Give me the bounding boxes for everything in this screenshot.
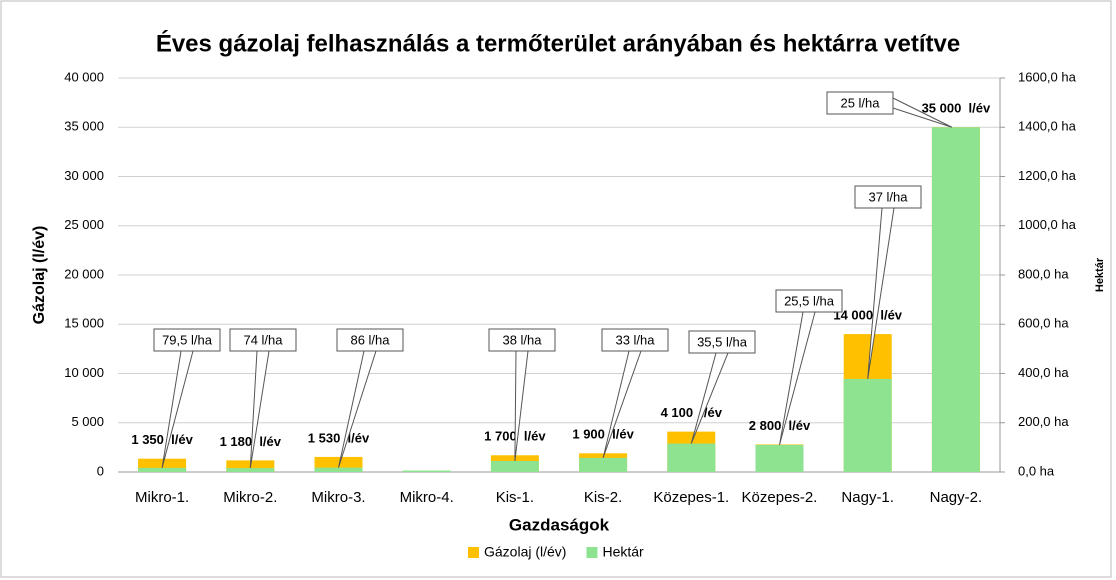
y-tick-label: 0 (97, 463, 104, 478)
y2-tick-label: 0,0 ha (1018, 463, 1055, 478)
x-tick-label: Közepes-1. (653, 489, 729, 506)
y-tick-label: 15 000 (64, 316, 104, 331)
bar (314, 467, 363, 472)
y-tick-label: 35 000 (64, 119, 104, 134)
x-tick-label: Mikro-3. (311, 489, 365, 506)
bar (579, 457, 628, 472)
chart-title: Éves gázolaj felhasználás a termőterület… (156, 29, 960, 57)
y2-tick-label: 200,0 ha (1018, 414, 1069, 429)
callout-box (854, 185, 922, 209)
bar (931, 127, 980, 472)
callout-label: 25 l/ha (840, 95, 880, 110)
callout-box (153, 328, 221, 352)
x-tick-label: Nagy-2. (930, 489, 983, 506)
y2-tick-label: 1600,0 ha (1018, 69, 1077, 84)
y-tick-label: 40 000 (64, 69, 104, 84)
x-tick-label: Közepes-2. (742, 489, 818, 506)
y2-tick-label: 600,0 ha (1018, 316, 1069, 331)
data-label: 1 530 l/év (308, 430, 370, 445)
bar (490, 460, 539, 472)
y-axis-title: Gázolaj (l/év) (31, 226, 48, 325)
y-tick-label: 20 000 (64, 266, 104, 281)
callout-label: 38 l/ha (502, 332, 542, 347)
callout-label: 35,5 l/ha (697, 334, 748, 349)
x-tick-label: Kis-2. (584, 489, 622, 506)
data-label: 2 800 l/év (749, 418, 811, 433)
y2-tick-label: 1400,0 ha (1018, 119, 1077, 134)
y-tick-label: 30 000 (64, 168, 104, 183)
bar (667, 443, 716, 472)
y2-tick-label: 400,0 ha (1018, 365, 1069, 380)
y-tick-label: 25 000 (64, 217, 104, 232)
callout-box (488, 328, 556, 352)
legend-swatch (468, 547, 479, 558)
x-tick-label: Mikro-1. (135, 489, 189, 506)
x-tick-label: Mikro-2. (223, 489, 277, 506)
y2-tick-label: 800,0 ha (1018, 266, 1069, 281)
x-tick-label: Mikro-4. (400, 489, 454, 506)
legend-swatch (586, 547, 598, 558)
y-tick-label: 10 000 (64, 365, 104, 380)
data-label: 4 100 l/év (661, 405, 723, 420)
bar (402, 470, 451, 472)
x-tick-label: Kis-1. (496, 489, 534, 506)
y2-axis-title: Hektár (1094, 257, 1106, 292)
y2-tick-label: 1000,0 ha (1018, 217, 1077, 232)
bar (138, 467, 187, 472)
callout-label: 33 l/ha (615, 332, 655, 347)
callout-box (336, 328, 404, 352)
data-label: 1 180 l/év (220, 434, 282, 449)
bar (843, 378, 892, 472)
x-tick-label: Nagy-1. (841, 489, 894, 506)
callout-box (688, 330, 756, 354)
callout-label: 86 l/ha (350, 332, 390, 347)
callout-box (601, 328, 669, 352)
callout-label: 25,5 l/ha (784, 293, 835, 308)
callout-label: 79,5 l/ha (162, 332, 213, 347)
data-label: 1 350 l/év (131, 432, 193, 447)
legend-label: Hektár (602, 544, 644, 560)
y-tick-label: 5 000 (71, 414, 104, 429)
callout-label: 37 l/ha (868, 189, 908, 204)
data-label: 1 900 l/év (572, 427, 634, 442)
callout-box (229, 328, 297, 352)
x-axis-title: Gazdaságok (509, 515, 610, 534)
bar (226, 468, 275, 472)
callout-label: 74 l/ha (243, 332, 283, 347)
y2-tick-label: 1200,0 ha (1018, 168, 1077, 183)
bar (755, 444, 804, 472)
legend-label: Gázolaj (l/év) (484, 544, 566, 560)
data-label: 14 000 l/év (833, 308, 902, 323)
data-label: 35 000 l/év (922, 101, 991, 116)
callout-box (826, 91, 894, 115)
callout-box (775, 289, 843, 313)
